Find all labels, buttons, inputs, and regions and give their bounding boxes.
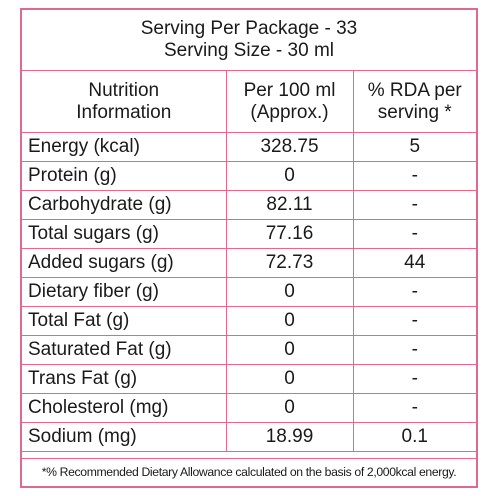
rda-value: - (352, 393, 476, 423)
rda-value: - (352, 161, 476, 191)
header-col1-line1: Nutrition (88, 79, 160, 101)
per-100ml-value: 0 (225, 335, 354, 365)
rda-value: - (352, 219, 476, 249)
nutrient-label: Dietary fiber (g) (22, 277, 227, 307)
nutrient-label: Protein (g) (22, 161, 227, 191)
per-100ml-value: 0 (225, 277, 354, 307)
header-col2-line2: (Approx.) (250, 101, 329, 123)
per-100ml-value: 72.73 (225, 248, 354, 278)
per-100ml-value: 82.11 (225, 190, 354, 220)
rda-value: - (352, 190, 476, 220)
serving-info: Serving Per Package - 33 Serving Size - … (22, 10, 476, 71)
rda-value: 5 (352, 132, 476, 162)
nutrition-facts-panel: Serving Per Package - 33 Serving Size - … (20, 8, 478, 488)
header-rda: % RDA per serving * (352, 71, 476, 133)
header-col2-line1: Per 100 ml (243, 79, 336, 101)
table-row: Energy (kcal) 328.75 5 (22, 132, 476, 162)
nutrition-table: Nutrition Information Per 100 ml (Approx… (22, 71, 476, 452)
nutrient-label: Trans Fat (g) (22, 364, 227, 394)
table-row: Cholesterol (mg) 0- (22, 393, 476, 423)
header-col3-line2: serving * (377, 101, 452, 123)
per-100ml-value: 0 (225, 393, 354, 423)
per-100ml-value: 328.75 (225, 132, 354, 162)
nutrient-label: Carbohydrate (g) (22, 190, 227, 220)
header-row: Nutrition Information Per 100 ml (Approx… (22, 71, 476, 133)
nutrient-label: Total sugars (g) (22, 219, 227, 249)
table-row: Carbohydrate (g) 82.11- (22, 190, 476, 220)
per-100ml-value: 0 (225, 364, 354, 394)
header-per-100ml: Per 100 ml (Approx.) (225, 71, 354, 133)
rda-value: - (352, 306, 476, 336)
rda-value: 0.1 (352, 422, 476, 452)
header-col3-line1: % RDA per (367, 79, 462, 101)
table-row: Dietary fiber (g) 0- (22, 277, 476, 307)
table-row: Added sugars (g) 72.73 44 (22, 248, 476, 278)
rda-value: - (352, 335, 476, 365)
nutrient-label: Added sugars (g) (22, 248, 227, 278)
table-row: Sodium (mg) 18.99 0.1 (22, 422, 476, 452)
serving-size: Serving Size - 30 ml (163, 40, 334, 61)
nutrient-label: Saturated Fat (g) (22, 335, 227, 365)
table-row: Saturated Fat (g) 0- (22, 335, 476, 365)
rda-footnote: *% Recommended Dietary Allowance calcula… (22, 458, 476, 486)
table-row: Trans Fat (g) 0- (22, 364, 476, 394)
nutrient-label: Cholesterol (mg) (22, 393, 227, 423)
nutrient-label: Energy (kcal) (22, 132, 227, 162)
rda-value: - (352, 364, 476, 394)
nutrient-label: Sodium (mg) (22, 422, 227, 452)
rda-value: 44 (352, 248, 476, 278)
table-row: Total sugars (g) 77.16- (22, 219, 476, 249)
header-nutrition-information: Nutrition Information (22, 71, 227, 133)
nutrient-label: Total Fat (g) (22, 306, 227, 336)
header-col1-line2: Information (76, 101, 172, 123)
rda-value: - (352, 277, 476, 307)
per-100ml-value: 77.16 (225, 219, 354, 249)
table-row: Protein (g) 0- (22, 161, 476, 191)
per-100ml-value: 0 (225, 306, 354, 336)
serving-per-package: Serving Per Package - 33 (140, 18, 358, 39)
per-100ml-value: 18.99 (225, 422, 354, 452)
table-row: Total Fat (g) 0- (22, 306, 476, 336)
per-100ml-value: 0 (225, 161, 354, 191)
